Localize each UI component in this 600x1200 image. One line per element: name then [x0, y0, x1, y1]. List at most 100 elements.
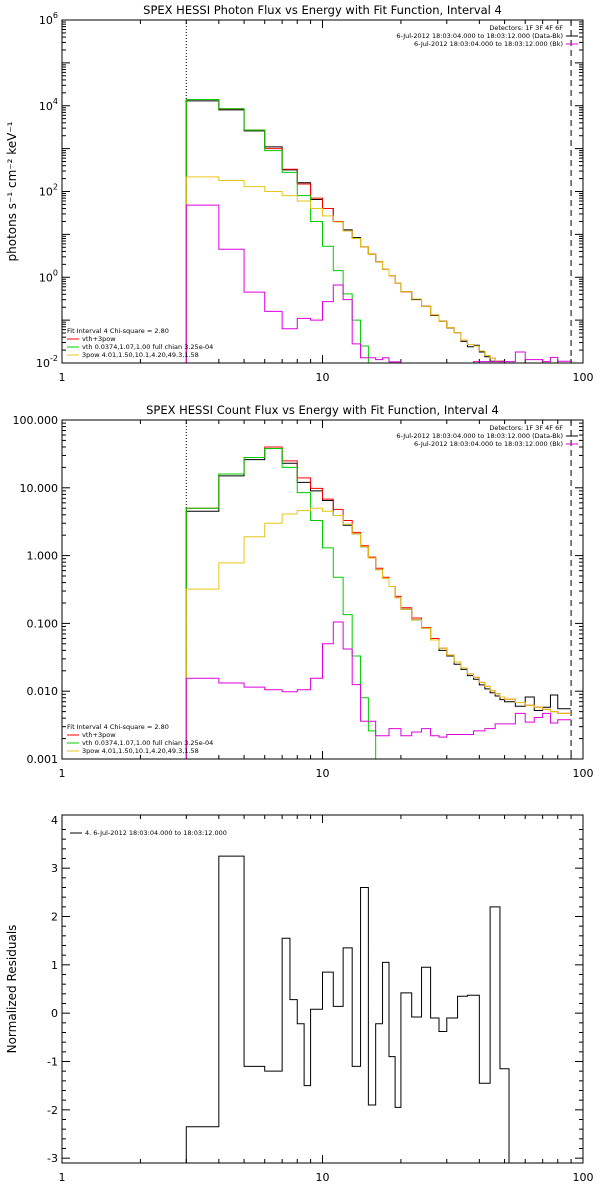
y-tick-label-base: 1 [51, 959, 58, 972]
x-tick-label: 100 [573, 767, 594, 780]
y-tick-label-base: 0 [51, 1007, 58, 1020]
y-tick-label: 106 [39, 11, 58, 27]
chart-title: SPEX HESSI Count Flux vs Energy with Fit… [146, 403, 499, 417]
y-tick-label-base: 10 [39, 100, 53, 113]
y-tick-label-base: 10.000 [20, 482, 59, 495]
legend-bottom-left-entry: Fit Interval 4 Chi-square = 2.80 [67, 723, 169, 731]
series-group [185, 420, 572, 759]
y-tick-label-base: 1.000 [27, 550, 59, 563]
y-tick-label: 4 [51, 814, 58, 827]
y-tick-label-base: 0.001 [27, 753, 59, 766]
legend-top-right: Detectors: 1F 3F 4F 6F6-Jul-2012 18:03:0… [396, 424, 578, 448]
legend-bottom-left-entry: vth+3pow [82, 335, 116, 343]
legend-top-right-entry: Detectors: 1F 3F 4F 6F [489, 424, 563, 432]
y-tick-label-base: 2 [51, 911, 58, 924]
x-tick-label: 10 [316, 371, 330, 384]
y-tick-label-exp: -2 [50, 354, 58, 363]
y-tick-label: 10.000 [20, 482, 59, 495]
y-tick-label-base: 10 [39, 14, 53, 27]
y-axis-label: Normalized Residuals [5, 925, 19, 1054]
legend-top-right-entry: 6-Jul-2012 18:03:04.000 to 18:03:12.000 … [414, 440, 563, 448]
chart-panel-2: SPEX HESSI Count Flux vs Energy with Fit… [13, 403, 594, 780]
y-tick-label-base: -2 [47, 1104, 58, 1117]
legend-bottom-left-entry: vth+3pow [82, 731, 116, 739]
legend-top-right: Detectors: 1F 3F 4F 6F6-Jul-2012 18:03:0… [396, 24, 578, 48]
series-vth [185, 98, 572, 363]
x-tick-label: 1 [59, 371, 66, 384]
y-tick-label: 0.010 [27, 685, 59, 698]
plot-frame [61, 19, 584, 364]
y-tick-label: 1 [51, 959, 58, 972]
series-bk [185, 621, 572, 759]
series-vth [185, 447, 377, 759]
y-tick-label-exp: 4 [53, 97, 58, 106]
y-tick-label-base: 0.100 [27, 617, 59, 630]
y-tick-label: -1 [47, 1056, 58, 1069]
legend-bottom-left: Fit Interval 4 Chi-square = 2.80vth+3pow… [67, 327, 213, 359]
y-tick-label-exp: 0 [53, 268, 58, 277]
x-tick-label: 10 [316, 767, 330, 780]
plot-frame [61, 419, 584, 760]
series-4-6-jul-2012-18-03-04-000-to-18-03-12-000 [185, 855, 572, 1163]
series-group [185, 855, 572, 1163]
x-tick-label: 100 [573, 371, 594, 384]
chart-title: SPEX HESSI Photon Flux vs Energy with Fi… [143, 3, 502, 17]
y-tick-label: 10-2 [36, 354, 58, 370]
y-tick-label: 102 [39, 183, 58, 199]
series-data-bk [185, 447, 572, 759]
y-tick-label-exp: 2 [53, 183, 58, 192]
y-axis: -3 -2 -1 0 1 2 3 4 [47, 814, 583, 1165]
y-tick-label-base: 3 [51, 862, 58, 875]
series-group [185, 20, 572, 363]
y-tick-label-base: 10 [39, 271, 53, 284]
legend-top-right-entry: 6-Jul-2012 18:03:04.000 to 18:03:12.000 … [396, 32, 563, 40]
y-axis: 0.001 0.010 0.100 1.000 10.000 100.000 [13, 414, 583, 766]
legend-top-left-entry: 4. 6-Jul-2012 18:03:04.000 to 18:03:12.0… [85, 829, 227, 837]
legend-top-right-entry: 6-Jul-2012 18:03:04.000 to 18:03:12.000 … [396, 432, 563, 440]
legend-bottom-left-entry: 3pow 4.01,1.50,10.1,4.20,49.3,1.58 [82, 747, 199, 755]
y-tick-label-base: 4 [51, 814, 58, 827]
legend-bottom-left-entry: vth 0.0374,1.07,1.00 full chian 3.25e-04 [82, 739, 213, 747]
y-tick-label-exp: 6 [53, 11, 58, 20]
y-tick-label-base: 10 [36, 357, 50, 370]
y-tick-label: 0.100 [27, 617, 59, 630]
x-tick-label: 100 [573, 1171, 594, 1184]
chart-panel-1: SPEX HESSI Photon Flux vs Energy with Fi… [5, 3, 594, 384]
y-tick-label: 3 [51, 862, 58, 875]
legend-bottom-left-entry: 3pow 4.01,1.50,10.1,4.20,49.3,1.58 [82, 351, 199, 359]
plot-frame [61, 814, 584, 1164]
x-tick-label: 10 [316, 1171, 330, 1184]
y-tick-label-base: 0.010 [27, 685, 59, 698]
series-vth-3pow [185, 446, 572, 759]
y-tick-label: 0 [51, 1007, 58, 1020]
y-tick-label: -2 [47, 1104, 58, 1117]
legend-bottom-left-entry: vth 0.0374,1.07,1.00 full chian 3.25e-04 [82, 343, 213, 351]
chart-panel-3: 1 10 100 -3 -2 -1 0 1 2 3 4 Normalized Residuals 4. … [5, 814, 594, 1184]
y-tick-label: 1.000 [27, 550, 59, 563]
x-tick-label: 1 [59, 1171, 66, 1184]
series-data-bk [185, 100, 506, 363]
legend-top-right-entry: Detectors: 1F 3F 4F 6F [489, 24, 563, 32]
x-axis: 1 10 100 [59, 815, 594, 1184]
y-tick-label: 2 [51, 911, 58, 924]
series-bk [185, 204, 572, 363]
y-tick-label-base: -1 [47, 1056, 58, 1069]
legend-top-right-entry: 6-Jul-2012 18:03:04.000 to 18:03:12.000 … [414, 40, 563, 48]
y-tick-label: 0.001 [27, 753, 59, 766]
series-3pow [185, 176, 516, 363]
legend-bottom-left: Fit Interval 4 Chi-square = 2.80vth+3pow… [67, 723, 213, 755]
y-tick-label-base: -3 [47, 1152, 58, 1165]
legend-top-left: 4. 6-Jul-2012 18:03:04.000 to 18:03:12.0… [70, 829, 227, 837]
y-axis-label: photons s⁻¹ cm⁻² keV⁻¹ [5, 121, 19, 261]
y-tick-label: 100.000 [13, 414, 59, 427]
x-tick-label: 1 [59, 767, 66, 780]
y-tick-label-base: 10 [39, 186, 53, 199]
legend-bottom-left-entry: Fit Interval 4 Chi-square = 2.80 [67, 327, 169, 335]
y-tick-label: -3 [47, 1152, 58, 1165]
y-tick-label-base: 100.000 [13, 414, 59, 427]
series-vth-3pow [185, 98, 516, 363]
y-tick-label: 100 [39, 268, 58, 284]
